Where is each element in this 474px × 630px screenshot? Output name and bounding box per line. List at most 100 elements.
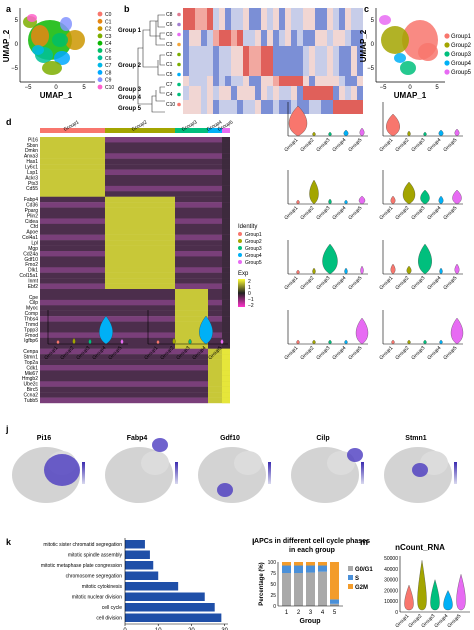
b-heat-cell	[261, 8, 267, 30]
c-ytick-1: 5	[371, 18, 375, 24]
b-heat-cell	[345, 46, 351, 76]
l-bar-segment	[318, 565, 327, 572]
d-heat-cell	[105, 153, 175, 159]
violin-group-tick: Group2	[394, 205, 410, 221]
violin-group-tick: Group4	[426, 345, 442, 361]
d-heat-cell	[40, 213, 105, 219]
d-heat-cell	[208, 348, 230, 355]
b-heat-cell	[273, 46, 279, 76]
d-heat-cell	[222, 261, 230, 268]
d-heat-cell	[175, 147, 208, 154]
k-category-label: mitotic nuclear division	[72, 595, 123, 601]
b-row-label: C7	[166, 82, 173, 88]
d-gene-label: Apoe	[26, 230, 38, 236]
violin-shape	[296, 269, 300, 275]
d-gene-label: Igfbp6	[24, 338, 38, 344]
b-heat-cell	[225, 100, 231, 114]
d-heat-cell	[208, 354, 230, 360]
violin-group-tick: Group2	[299, 205, 315, 221]
b-heat-cell	[183, 86, 189, 100]
j-umap-gdf10: Gdf10	[198, 435, 271, 503]
k-category-label: cell division	[96, 616, 122, 622]
d-heat-cell	[40, 365, 105, 371]
d-heat-cell	[175, 370, 208, 377]
d-heat-cell	[222, 316, 230, 322]
b-heat-cell	[243, 100, 249, 114]
violin-shape	[312, 339, 316, 345]
d-gene-label: Lsp1	[27, 170, 38, 176]
panel-label-d: d	[6, 117, 12, 127]
violin-group-tick: Group5	[442, 275, 458, 291]
d-heat-cell	[40, 223, 105, 230]
k-bar	[125, 550, 150, 559]
d-heat-cell	[222, 267, 230, 273]
a-legend-swatch	[97, 18, 103, 24]
a-legend-label: C0	[105, 12, 112, 18]
d-heat-cell	[105, 305, 175, 311]
j-gene-title: Gdf10	[220, 435, 240, 442]
b-heat-cell	[279, 76, 285, 86]
b-heat-cell	[249, 30, 255, 46]
b-heat-cell	[321, 30, 327, 46]
violin-group-tick: Group3	[315, 275, 331, 291]
d-gene-label: Cenpa	[23, 349, 38, 355]
d-heat-cell	[222, 147, 230, 154]
d-gene-label: Cfd	[30, 224, 38, 230]
b-heat-cell	[321, 46, 327, 76]
l-category-label: 5	[333, 610, 337, 616]
b-heat-cell	[267, 30, 273, 46]
a-legend-label: C6	[105, 56, 112, 62]
d-heat-cell	[40, 267, 105, 273]
a-xtick-2: 0	[54, 85, 58, 91]
d-gene-label: Cilp	[29, 300, 38, 306]
b-heat-cell	[291, 8, 297, 30]
b-heat-cell	[321, 100, 327, 114]
a-legend-swatch	[97, 62, 103, 68]
b-heat-cell	[309, 46, 315, 76]
d-gene-label: Top2a	[24, 360, 38, 366]
b-heat-cell	[207, 30, 213, 46]
c-xtick-1: −5	[380, 85, 388, 91]
d-heat-cell	[222, 289, 230, 295]
d-heat-cell	[175, 327, 208, 333]
j-colorbar	[268, 462, 271, 484]
d-heat-cell	[105, 321, 175, 328]
b-heat-cell	[255, 30, 261, 46]
k-category-label: chromosome segregation	[66, 574, 123, 580]
violin-group-tick: Group2	[299, 345, 315, 361]
b-heat-cell	[339, 8, 345, 30]
d-gene-label: Cd36	[26, 202, 38, 208]
l-ytick-label: 50	[270, 582, 276, 588]
violin-group-tick: Group2	[299, 275, 315, 291]
d-heat-cell	[175, 365, 208, 371]
j-expression-hotspot	[217, 483, 233, 497]
b-heat-cell	[201, 46, 207, 76]
l-legend-label: G2M	[355, 585, 368, 591]
d-heat-cell	[208, 299, 230, 306]
panel-label-b: b	[124, 4, 130, 14]
d-heat-cell	[208, 175, 230, 181]
b-heat-cell	[327, 86, 333, 100]
b-heat-cell	[321, 76, 327, 86]
b-group-5: Group 5	[118, 106, 142, 112]
b-heat-cell	[189, 30, 195, 46]
d-heat-cell	[40, 381, 105, 387]
d-heat-cell	[208, 278, 230, 284]
d-gene-label: Myoc	[26, 306, 38, 312]
b-heat-cell	[315, 100, 321, 114]
d-heat-cell	[222, 191, 230, 197]
umap-a-blob	[60, 17, 72, 31]
violin-group-tick: Group3	[315, 205, 331, 221]
d-identity-swatch	[238, 232, 242, 236]
d-group-bar-segment	[208, 128, 230, 133]
violin-shape	[88, 338, 92, 345]
m-ytick-label: 40000	[384, 567, 398, 573]
violin-shape	[423, 339, 427, 345]
m-ytick-label: 0	[395, 610, 398, 616]
d-heat-cell	[105, 272, 175, 279]
b-heat-cell	[315, 8, 321, 30]
j-umap-background	[234, 451, 262, 475]
d-gene-label: Birc5	[27, 387, 39, 393]
b-heat-cell	[213, 86, 219, 100]
b-heat-cell	[273, 8, 279, 30]
